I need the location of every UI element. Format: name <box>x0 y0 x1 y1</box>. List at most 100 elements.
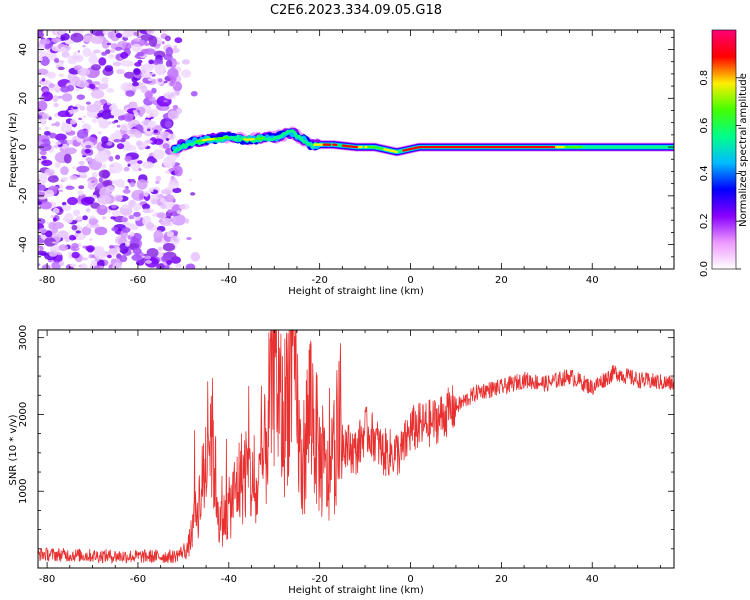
noise-blob <box>85 208 91 213</box>
colorbar-gradient <box>712 30 736 269</box>
noise-blob <box>144 255 152 260</box>
noise-blob <box>38 156 43 164</box>
noise-blob <box>53 102 59 108</box>
noise-blob <box>71 251 80 259</box>
noise-blob <box>67 85 75 92</box>
noise-blob <box>84 136 89 140</box>
snr-frame <box>37 329 675 569</box>
colorbar-tick-label: 0.6 <box>699 118 710 134</box>
colorbar-tick-label: 0.4 <box>699 165 710 181</box>
noise-blob <box>61 51 70 58</box>
noise-blob <box>133 31 138 36</box>
noise-blob <box>157 246 163 251</box>
noise-blob <box>91 118 98 124</box>
noise-blob <box>44 168 55 176</box>
noise-blob <box>167 66 172 69</box>
snr-y-tick-label: 2000 <box>18 402 29 427</box>
noise-blob <box>75 215 83 221</box>
noise-blob <box>169 80 175 87</box>
spectrogram-y-tick-label: 0 <box>18 144 29 150</box>
noise-blob <box>38 191 46 198</box>
noise-blob <box>150 199 158 205</box>
noise-blob <box>41 159 53 167</box>
noise-blob <box>174 37 183 44</box>
noise-blob <box>168 182 180 189</box>
noise-blob <box>150 188 154 193</box>
noise-blob <box>90 64 102 71</box>
noise-blob <box>51 241 56 244</box>
noise-blob <box>88 238 94 241</box>
noise-blob <box>76 165 90 173</box>
noise-blob <box>71 224 78 231</box>
noise-blob <box>94 250 107 260</box>
snr-x-tick-label: -20 <box>311 574 327 585</box>
noise-blob <box>62 204 72 211</box>
noise-blob <box>94 152 109 163</box>
noise-blob <box>166 260 172 266</box>
noise-blob <box>98 169 111 179</box>
noise-blob <box>39 51 50 58</box>
noise-blob <box>185 263 196 269</box>
noise-blob <box>48 250 58 257</box>
noise-blob <box>122 144 137 152</box>
noise-blob <box>88 218 98 226</box>
noise-blob <box>122 204 129 210</box>
noise-blob <box>38 30 44 33</box>
noise-blob <box>131 254 142 261</box>
noise-blob <box>135 139 143 148</box>
noise-blob <box>159 30 168 33</box>
noise-blob <box>88 88 93 91</box>
noise-blob <box>82 215 88 221</box>
noise-blob <box>160 220 171 227</box>
noise-blob <box>97 112 103 118</box>
noise-blob <box>101 180 111 186</box>
snr-y-tick-label: 3000 <box>18 325 29 350</box>
noise-blob <box>47 30 52 33</box>
noise-blob <box>69 263 77 268</box>
noise-blob <box>57 66 65 71</box>
noise-blob <box>125 240 130 247</box>
spectrogram-x-tick-label: -60 <box>130 275 146 286</box>
noise-blob <box>160 189 172 195</box>
noise-blob <box>39 150 47 156</box>
noise-blob <box>76 129 89 139</box>
spectrogram-frame <box>37 29 675 270</box>
noise-blob <box>163 91 177 100</box>
noise-blob <box>94 226 108 236</box>
noise-blob <box>123 71 136 79</box>
noise-blob <box>132 247 142 255</box>
noise-blob <box>122 188 131 194</box>
noise-blob <box>113 194 123 202</box>
noise-blob <box>112 61 122 67</box>
noise-blob <box>123 166 130 172</box>
noise-blob <box>124 41 128 45</box>
noise-blob <box>101 51 108 56</box>
noise-blob <box>39 201 52 210</box>
noise-blob <box>91 171 98 178</box>
noise-blob <box>39 38 51 45</box>
noise-blob <box>73 209 81 214</box>
spectrogram-x-label: Height of straight line (km) <box>288 286 424 297</box>
colorbar: 0.0 0.2 0.4 0.6 0.8 Normalized spectral ampl… <box>699 29 749 277</box>
noise-blob <box>81 226 92 236</box>
noise-blob <box>144 260 153 264</box>
noise-blob <box>189 192 196 196</box>
spectrogram-y-tick-label: -40 <box>18 236 29 252</box>
noise-blob <box>99 186 111 199</box>
noise-blob <box>111 209 121 217</box>
noise-blob <box>52 95 59 103</box>
noise-blob <box>71 30 85 34</box>
noise-blob <box>78 161 85 166</box>
noise-blob <box>172 104 179 110</box>
noise-blob <box>38 184 46 191</box>
noise-blob <box>57 110 70 118</box>
noise-blob <box>162 243 176 252</box>
noise-blob <box>157 78 163 83</box>
noise-blob <box>119 255 128 263</box>
noise-blob <box>97 83 109 90</box>
noise-blob <box>75 230 82 234</box>
noise-blob <box>123 85 133 91</box>
noise-blob <box>115 32 123 39</box>
noise-blob <box>148 59 154 65</box>
noise-blob <box>160 203 167 209</box>
